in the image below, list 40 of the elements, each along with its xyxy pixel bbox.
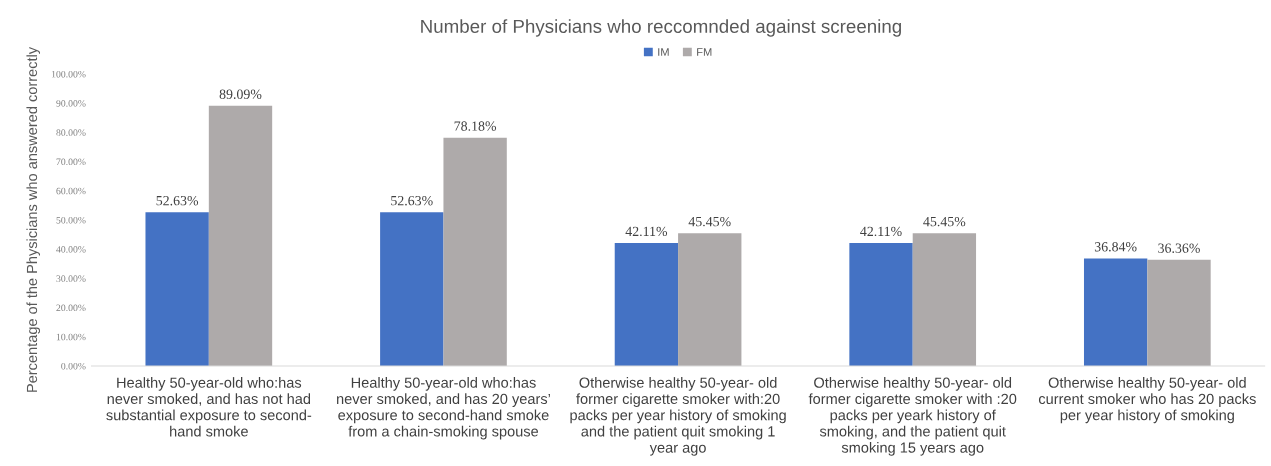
y-tick-label: 20.00% (56, 304, 86, 312)
bar (1147, 259, 1211, 366)
y-tick-label: 40.00% (56, 246, 86, 253)
x-tick-label: Otherwise healthy 50-year- old current smoker who has 20 packs per year history of smoking (1038, 377, 1256, 424)
x-tick-label: Healthy 50-year-old who:has never smoked, and has not had substantial exposure to second- hand smoke (106, 377, 312, 437)
x-tick-label: Healthy 50-year-old who:has never smoked, and has 20 years’ exposure to second-hand smoke from a chain-smoking spouse (337, 377, 550, 440)
y-tick-label: 100.00% (51, 70, 86, 78)
y-tick-label: 10.00% (56, 333, 86, 341)
chart-title: Number of Physicians who reccomnded against screening (421, 19, 901, 37)
bar (208, 105, 273, 366)
y-tick-label: 30.00% (56, 275, 86, 282)
data-label: 52.63% (391, 195, 433, 206)
data-label: 36.36% (1158, 243, 1200, 253)
x-tick-label: Otherwise healthy 50-year- old former cigarette smoker with:20 packs per year history of smoking and the patient quit smoking 1 year ago (570, 377, 786, 456)
bar (678, 233, 742, 366)
y-tick-label: 80.00% (56, 129, 86, 136)
bar (1083, 258, 1148, 366)
data-label: 42.11% (860, 226, 902, 237)
data-label: 78.18% (454, 121, 497, 131)
data-label: 36.84% (1094, 242, 1137, 252)
data-label: 89.09% (219, 89, 262, 99)
data-label: 45.45% (688, 216, 731, 227)
x-tick-label: Otherwise healthy 50-year- old former cigarette smoker with :20 packs per yeark history of smoking, and the patient quit smoking 15 years ago (808, 377, 1017, 456)
bar (614, 243, 679, 366)
y-axis-title: Percentage of the Physicians who answered correctly (26, 46, 41, 392)
data-label: 45.45% (923, 216, 966, 227)
bar (145, 212, 209, 366)
data-label: 42.11% (625, 226, 668, 237)
bar (380, 212, 444, 366)
bar (912, 233, 977, 366)
y-tick-label: 90.00% (56, 100, 86, 107)
data-label: 52.63% (156, 195, 199, 206)
y-tick-label: 50.00% (56, 216, 86, 224)
legend-label: FM (697, 48, 712, 56)
bar (849, 243, 913, 366)
y-tick-label: 70.00% (56, 158, 86, 166)
y-tick-label: 60.00% (56, 187, 86, 195)
bar (443, 137, 507, 366)
legend-label: IM (658, 48, 669, 56)
y-tick-label: 0.00% (61, 362, 86, 370)
